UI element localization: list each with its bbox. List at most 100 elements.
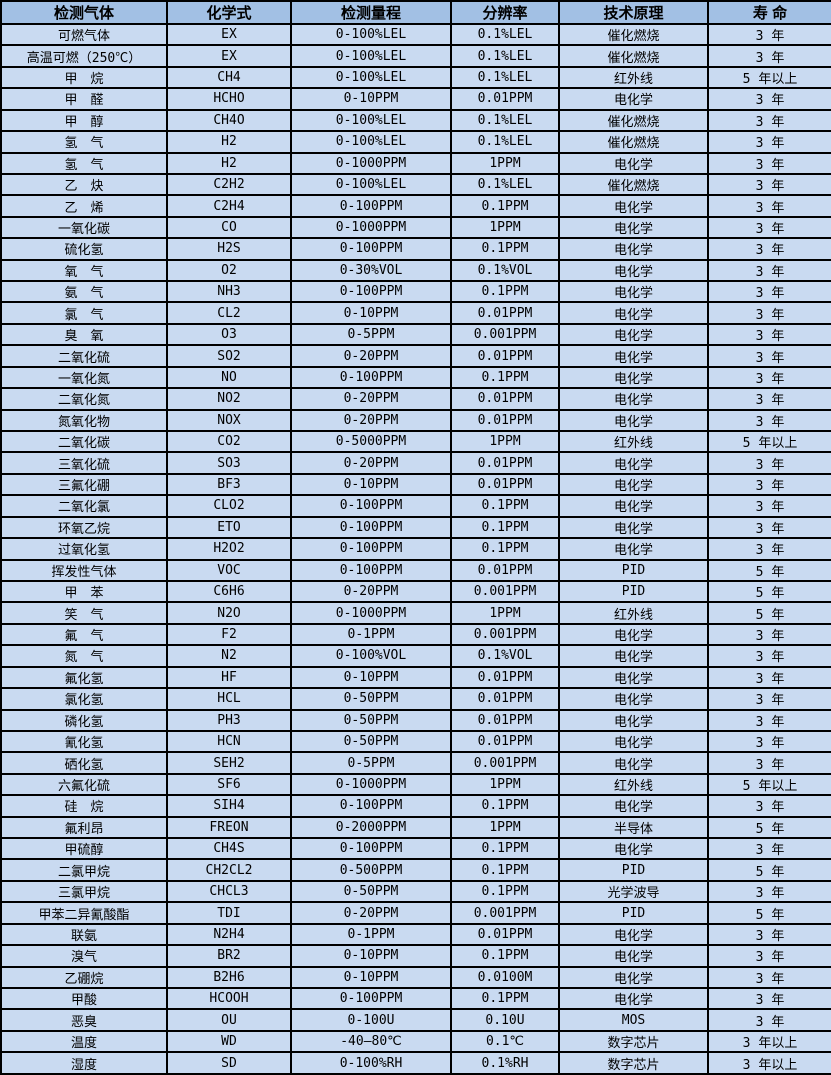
resolution-cell: 0.1℃ <box>450 1029 560 1054</box>
table-row: 溴气 BR2 0-10PPM 0.1PPM 电化学 3 年 <box>0 944 831 968</box>
principle-cell: PID <box>558 558 709 582</box>
range-cell: 0-100PPM <box>290 986 452 1011</box>
gas-name-cell: 甲 苯 <box>0 579 168 604</box>
range-cell: 0-10PPM <box>290 301 452 325</box>
principle-cell: 电化学 <box>558 301 709 325</box>
formula-cell: CL2 <box>166 301 292 325</box>
resolution-cell: 0.1PPM <box>450 879 560 904</box>
range-cell: 0-10PPM <box>290 965 452 990</box>
range-cell: 0-100PPM <box>290 494 452 518</box>
life-cell: 3 年 <box>707 687 831 711</box>
table-row: 氟利昂 FREON 0-2000PPM 1PPM 半导体 5 年 <box>0 815 831 840</box>
gas-name-cell: 硅 烷 <box>0 794 168 818</box>
gas-name-cell: 联氨 <box>0 922 168 947</box>
life-cell: 3 年 <box>707 108 831 133</box>
formula-cell: BF3 <box>166 472 292 497</box>
table-row: 二氧化氮 NO2 0-20PPM 0.01PPM 电化学 3 年 <box>0 387 831 411</box>
range-cell: 0-1000PPM <box>290 215 452 240</box>
gas-name-cell: 笑 气 <box>0 601 168 625</box>
life-cell: 3 年 <box>707 408 831 433</box>
resolution-cell: 0.01PPM <box>450 408 560 433</box>
resolution-cell: 0.01PPM <box>450 922 560 947</box>
gas-name-cell: 甲 醇 <box>0 108 168 133</box>
gas-name-cell: 环氧乙烷 <box>0 515 168 540</box>
range-cell: 0-100PPM <box>290 537 452 561</box>
resolution-cell: 0.01PPM <box>450 687 560 711</box>
formula-cell: HCL <box>166 687 292 711</box>
principle-cell: 电化学 <box>558 708 709 732</box>
table-row: 高温可燃（250℃） EX 0-100%LEL 0.1%LEL 催化燃烧 3 年 <box>0 44 831 68</box>
life-cell: 5 年 <box>707 815 831 840</box>
formula-cell: HCN <box>166 729 292 754</box>
table-row: 甲 烷 CH4 0-100%LEL 0.1%LEL 红外线 5 年以上 <box>0 65 831 90</box>
gas-name-cell: 恶臭 <box>0 1008 168 1032</box>
principle-cell: 催化燃烧 <box>558 130 709 154</box>
range-cell: 0-20PPM <box>290 344 452 368</box>
gas-name-cell: 氮氧化物 <box>0 408 168 433</box>
principle-cell: 电化学 <box>558 408 709 433</box>
column-header-range: 检测量程 <box>290 0 452 25</box>
principle-cell: 红外线 <box>558 429 709 454</box>
principle-cell: 电化学 <box>558 194 709 218</box>
column-header-life: 寿 命 <box>707 0 831 25</box>
gas-name-cell: 乙 烯 <box>0 194 168 218</box>
range-cell: 0-100PPM <box>290 558 452 582</box>
resolution-cell: 0.1%VOL <box>450 644 560 668</box>
table-row: 乙 炔 C2H2 0-100%LEL 0.1%LEL 催化燃烧 3 年 <box>0 172 831 197</box>
principle-cell: 电化学 <box>558 215 709 240</box>
formula-cell: H2 <box>166 151 292 175</box>
range-cell: 0-20PPM <box>290 408 452 433</box>
principle-cell: PID <box>558 858 709 882</box>
formula-cell: C6H6 <box>166 579 292 604</box>
header-row: 检测气体 化学式 检测量程 分辨率 技术原理 寿 命 <box>0 0 831 25</box>
formula-cell: SEH2 <box>166 751 292 775</box>
principle-cell: 红外线 <box>558 65 709 90</box>
formula-cell: WD <box>166 1029 292 1054</box>
formula-cell: CHCL3 <box>166 879 292 904</box>
range-cell: 0-100%LEL <box>290 22 452 47</box>
table-row: 甲 醛 HCHO 0-10PPM 0.01PPM 电化学 3 年 <box>0 87 831 111</box>
table-row: 二氧化氯 CLO2 0-100PPM 0.1PPM 电化学 3 年 <box>0 494 831 518</box>
life-cell: 3 年 <box>707 365 831 390</box>
resolution-cell: 0.01PPM <box>450 301 560 325</box>
range-cell: 0-5000PPM <box>290 429 452 454</box>
range-cell: 0-100PPM <box>290 280 452 304</box>
life-cell: 3 年 <box>707 215 831 240</box>
life-cell: 3 年 <box>707 644 831 668</box>
formula-cell: SO2 <box>166 344 292 368</box>
gas-name-cell: 氟 气 <box>0 622 168 647</box>
resolution-cell: 1PPM <box>450 429 560 454</box>
formula-cell: H2S <box>166 237 292 261</box>
principle-cell: 数字芯片 <box>558 1051 709 1075</box>
principle-cell: 电化学 <box>558 751 709 775</box>
gas-name-cell: 三氯甲烷 <box>0 879 168 904</box>
life-cell: 3 年 <box>707 1008 831 1032</box>
gas-name-cell: 二氯甲烷 <box>0 858 168 882</box>
range-cell: 0-20PPM <box>290 387 452 411</box>
resolution-cell: 0.1PPM <box>450 494 560 518</box>
resolution-cell: 0.01PPM <box>450 472 560 497</box>
range-cell: 0-100PPM <box>290 515 452 540</box>
resolution-cell: 0.1%LEL <box>450 108 560 133</box>
table-row: 二氧化碳 CO2 0-5000PPM 1PPM 红外线 5 年以上 <box>0 429 831 454</box>
table-row: 氨 气 NH3 0-100PPM 0.1PPM 电化学 3 年 <box>0 280 831 304</box>
principle-cell: PID <box>558 901 709 925</box>
formula-cell: PH3 <box>166 708 292 732</box>
formula-cell: EX <box>166 44 292 68</box>
table-row: 乙 烯 C2H4 0-100PPM 0.1PPM 电化学 3 年 <box>0 194 831 218</box>
principle-cell: 电化学 <box>558 322 709 347</box>
formula-cell: N2O <box>166 601 292 625</box>
range-cell: -40—80℃ <box>290 1029 452 1054</box>
resolution-cell: 0.001PPM <box>450 901 560 925</box>
resolution-cell: 0.01PPM <box>450 344 560 368</box>
table-row: 甲苯二异氰酸酯 TDI 0-20PPM 0.001PPM PID 5 年 <box>0 901 831 925</box>
life-cell: 5 年以上 <box>707 772 831 797</box>
resolution-cell: 0.001PPM <box>450 622 560 647</box>
resolution-cell: 1PPM <box>450 772 560 797</box>
range-cell: 0-10PPM <box>290 944 452 968</box>
life-cell: 3 年 <box>707 708 831 732</box>
table-row: 硒化氢 SEH2 0-5PPM 0.001PPM 电化学 3 年 <box>0 751 831 775</box>
gas-name-cell: 乙 炔 <box>0 172 168 197</box>
formula-cell: EX <box>166 22 292 47</box>
table-row: 硫化氢 H2S 0-100PPM 0.1PPM 电化学 3 年 <box>0 237 831 261</box>
